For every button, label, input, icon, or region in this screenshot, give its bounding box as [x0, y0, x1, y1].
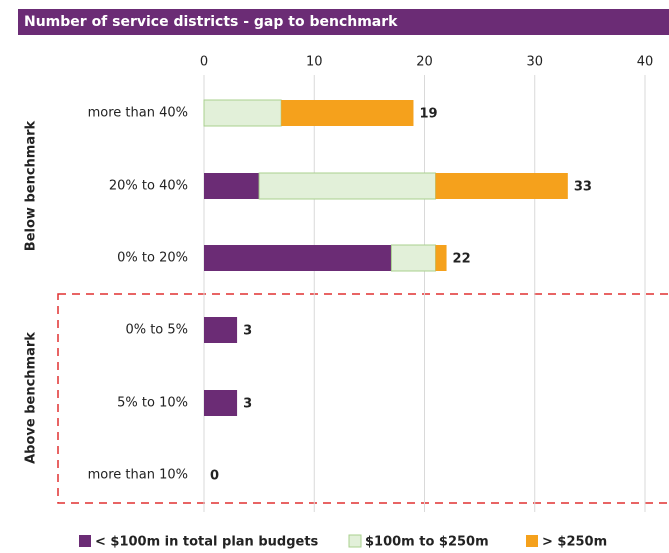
bar-segment [204, 173, 260, 199]
legend-swatch [526, 535, 538, 547]
legend-label: > $250m [542, 535, 607, 550]
bar-segment [204, 317, 238, 343]
bar-segment [281, 100, 414, 126]
x-tick-label: 40 [637, 55, 654, 70]
total-label: 19 [419, 107, 437, 122]
x-tick-label: 30 [526, 55, 543, 70]
bar-segment [204, 245, 392, 271]
total-label: 22 [453, 252, 471, 267]
x-tick-label: 10 [306, 55, 323, 70]
total-label: 3 [243, 397, 252, 412]
legend-label: < $100m in total plan budgets [95, 535, 319, 550]
group-label: Above benchmark [24, 332, 39, 464]
bar-segment [435, 245, 447, 271]
total-label: 3 [243, 324, 252, 339]
bar-segment [204, 390, 238, 416]
y-tick-label: 5% to 10% [117, 396, 188, 411]
y-tick-label: 0% to 5% [125, 323, 188, 338]
y-tick-label: 20% to 40% [109, 179, 188, 194]
total-label: 0 [210, 469, 219, 484]
x-tick-label: 0 [200, 55, 208, 70]
legend-swatch [348, 534, 362, 548]
bar-segment [435, 173, 568, 199]
legend-swatch [79, 535, 91, 547]
bar-segment [390, 244, 437, 272]
bar-segment [203, 99, 282, 127]
chart-title: Number of service districts - gap to ben… [24, 14, 398, 30]
y-tick-label: 0% to 20% [117, 251, 188, 266]
legend-label: $100m to $250m [365, 535, 489, 550]
title-bar [18, 9, 669, 35]
bar-segment [258, 172, 437, 200]
x-tick-label: 20 [416, 55, 433, 70]
y-tick-label: more than 10% [88, 468, 188, 483]
group-box [57, 293, 669, 504]
group-label: Below benchmark [24, 120, 39, 251]
total-label: 33 [574, 180, 592, 195]
y-tick-label: more than 40% [88, 106, 188, 121]
